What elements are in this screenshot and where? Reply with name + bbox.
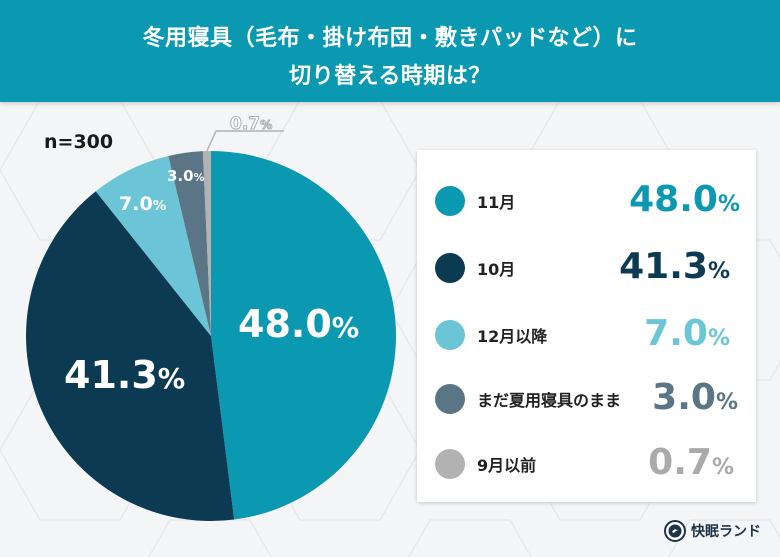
sample-size: n=300 <box>44 131 114 153</box>
slice-label-10月: 41.3% <box>64 353 186 397</box>
legend-item-10月: 10月 41.3% <box>417 243 756 293</box>
legend-swatch-icon <box>435 253 465 283</box>
legend-label: まだ夏用寝具のまま <box>477 391 622 410</box>
legend-label: 10月 <box>477 260 516 279</box>
legend-swatch-icon <box>435 186 465 216</box>
legend-item-12月以降: 12月以降 7.0% <box>417 310 756 360</box>
pie-slice-10月 <box>26 191 235 522</box>
chart-title-line-1: 冬用寝具（毛布・掛け布団・敷きパッドなど）に <box>142 26 638 51</box>
legend-panel: 11月 48.0% 10月 41.3% 12月以降 7.0% まだ夏用寝具のまま… <box>417 150 756 502</box>
brand-name: 快眠ランド <box>691 524 761 540</box>
legend-item-11月: 11月 48.0% <box>417 176 756 226</box>
legend-item-9月以前: 9月以前 0.7% <box>417 439 756 489</box>
pie-slice-まだ夏用寝具のまま <box>168 151 211 336</box>
legend-item-まだ夏用寝具のまま: まだ夏用寝具のまま 3.0% <box>417 374 756 424</box>
pie-slice-9月以前 <box>202 151 211 336</box>
sleep-brand-logo-icon <box>664 520 686 542</box>
pie-slice-12月以降 <box>95 155 211 336</box>
leader-line-9月以前 <box>206 130 284 152</box>
legend-swatch-icon <box>435 384 465 414</box>
legend-value: 3.0% <box>652 377 738 418</box>
legend-label: 12月以降 <box>477 327 548 346</box>
slice-label-9月以前: 0.7% <box>229 114 273 135</box>
brand-logo: 快眠ランド <box>664 520 761 542</box>
legend-label: 11月 <box>477 193 516 212</box>
chart-title-line-2: 切り替える時期は？ <box>289 64 491 89</box>
slice-label-まだ夏用寝具のまま: 3.0% <box>167 167 205 185</box>
legend-value: 41.3% <box>619 246 730 287</box>
legend-swatch-icon <box>435 320 465 350</box>
legend-value: 48.0% <box>629 179 740 220</box>
slice-label-11月: 48.0% <box>238 302 360 346</box>
legend-swatch-icon <box>435 449 465 479</box>
pie-slice-11月 <box>211 151 396 520</box>
legend-value: 0.7% <box>648 442 734 483</box>
legend-label: 9月以前 <box>477 456 537 475</box>
legend-value: 7.0% <box>644 313 730 354</box>
chart-title-banner: 冬用寝具（毛布・掛け布団・敷きパッドなど）に 切り替える時期は？ <box>0 0 780 102</box>
slice-label-12月以降: 7.0% <box>119 193 167 215</box>
